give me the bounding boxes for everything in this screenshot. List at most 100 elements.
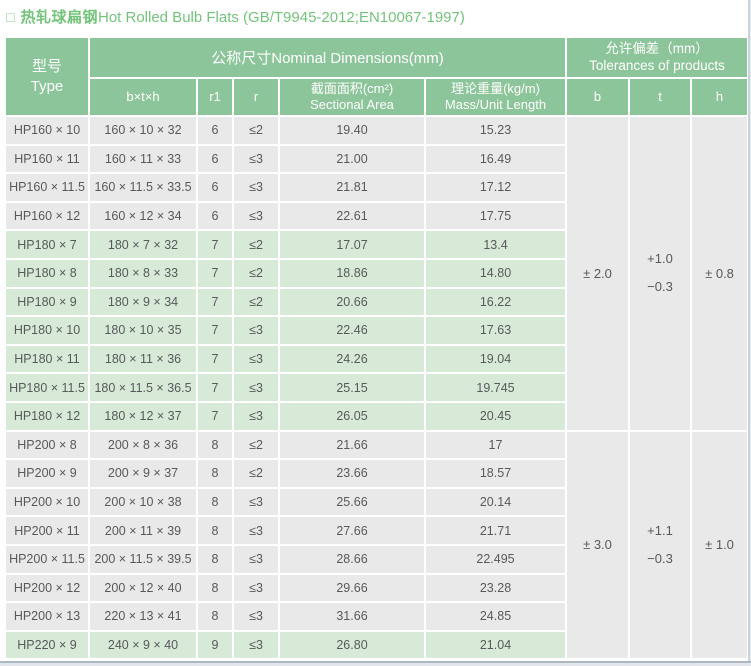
cell-type: HP160 × 11 xyxy=(4,143,90,175)
cell-bth: 200 × 8 × 36 xyxy=(88,429,198,461)
cell-bth: 200 × 10 × 38 xyxy=(88,486,198,518)
cell-type: HP200 × 8 xyxy=(4,429,90,461)
cell-area: 22.46 xyxy=(278,315,426,346)
cell-r1: 8 xyxy=(196,515,234,546)
table-row: HP200 × 10 200 × 10 × 38 8 ≤3 25.66 20.14 xyxy=(4,486,748,518)
cell-mass: 17 xyxy=(424,429,567,461)
col-header-tolerance-b: b xyxy=(565,77,630,117)
cell-area: 28.66 xyxy=(278,543,426,575)
cell-r: ≤3 xyxy=(232,343,280,375)
col-header-tolerance-t: t xyxy=(628,77,692,117)
cell-area: 31.66 xyxy=(278,601,426,632)
cell-bth: 220 × 13 × 41 xyxy=(88,601,198,632)
col-header-tolerances-en: Tolerances of products xyxy=(589,57,725,73)
cell-mass: 22.495 xyxy=(424,543,567,575)
table-row: HP180 × 11 180 × 11 × 36 7 ≤3 24.26 19.04 xyxy=(4,343,748,375)
cell-r1: 7 xyxy=(196,286,234,318)
cell-mass: 14.80 xyxy=(424,257,567,289)
table-row: HP160 × 12 160 × 12 × 34 6 ≤3 22.61 17.75 xyxy=(4,200,748,232)
cell-type: HP180 × 7 xyxy=(4,229,90,260)
page-border-right xyxy=(748,0,750,666)
table-row: HP180 × 9 180 × 9 × 34 7 ≤2 20.66 16.22 xyxy=(4,286,748,318)
cell-mass: 17.12 xyxy=(424,172,567,203)
cell-bth: 160 × 11 × 33 xyxy=(88,143,198,175)
cell-r1: 6 xyxy=(196,115,234,146)
tolerance-t-value: +1.1 −0.3 xyxy=(628,429,692,661)
cell-bth: 180 × 8 × 33 xyxy=(88,257,198,289)
cell-r: ≤3 xyxy=(232,572,280,604)
cell-r: ≤3 xyxy=(232,372,280,403)
table-row: HP160 × 10 160 × 10 × 32 6 ≤2 19.40 15.23 ± 2.… xyxy=(4,115,750,432)
col-header-sectional-area-en: Sectional Area xyxy=(310,97,394,112)
cell-bth: 240 × 9 × 40 xyxy=(88,629,198,661)
table-row: HP180 × 12 180 × 12 × 37 7 ≤3 26.05 20.45 xyxy=(4,400,748,432)
cell-r: ≤2 xyxy=(232,286,280,318)
cell-area: 26.05 xyxy=(278,400,426,432)
page-border-bottom-outer xyxy=(0,663,751,666)
cell-r: ≤3 xyxy=(232,629,280,661)
table-row: HP180 × 8 180 × 8 × 33 7 ≤2 18.86 14.80 xyxy=(4,257,748,289)
tolerance-h-value: ± 1.0 xyxy=(689,429,750,661)
cell-r1: 7 xyxy=(196,229,234,260)
cell-r1: 8 xyxy=(196,486,234,518)
page-border-bottom xyxy=(0,661,751,663)
cell-bth: 180 × 12 × 37 xyxy=(88,400,198,432)
cell-r1: 6 xyxy=(196,172,234,203)
col-header-bth: b×t×h xyxy=(88,77,198,117)
cell-r1: 8 xyxy=(196,601,234,632)
cell-area: 21.00 xyxy=(278,143,426,175)
bulb-flats-spec-table: 型号 Type 公称尺寸Nominal Dimensions(mm) 允许偏差（… xyxy=(4,36,750,661)
tolerance-t-minus: −0.3 xyxy=(647,279,673,295)
col-header-sectional-area: 截面面积(cm²) Sectional Area xyxy=(278,77,426,117)
cell-type: HP180 × 9 xyxy=(4,286,90,318)
tolerance-t-value: +1.0 −0.3 xyxy=(628,115,692,432)
cell-r: ≤2 xyxy=(232,257,280,289)
tolerance-t-plus: +1.1 xyxy=(647,522,673,538)
cell-mass: 15.23 xyxy=(424,115,567,146)
cell-area: 25.66 xyxy=(278,486,426,518)
table-row: HP200 × 11.5 200 × 11.5 × 39.5 8 ≤3 28.66 22.… xyxy=(4,543,748,575)
cell-area: 22.61 xyxy=(278,200,426,232)
cell-r1: 7 xyxy=(196,257,234,289)
cell-area: 26.80 xyxy=(278,629,426,661)
col-header-mass-cn: 理论重量(kg/m) xyxy=(451,81,540,97)
cell-mass: 23.28 xyxy=(424,572,567,604)
cell-r: ≤3 xyxy=(232,315,280,346)
cell-type: HP200 × 11 xyxy=(4,515,90,546)
cell-type: HP200 × 13 xyxy=(4,601,90,632)
cell-area: 17.07 xyxy=(278,229,426,260)
cell-type: HP180 × 11.5 xyxy=(4,372,90,403)
cell-r: ≤3 xyxy=(232,601,280,632)
cell-r: ≤3 xyxy=(232,400,280,432)
cell-mass: 19.04 xyxy=(424,343,567,375)
cell-mass: 16.49 xyxy=(424,143,567,175)
cell-r: ≤3 xyxy=(232,486,280,518)
col-header-mass-en: Mass/Unit Length xyxy=(444,97,547,112)
col-header-sectional-area-cn: 截面面积(cm²) xyxy=(310,81,394,97)
cell-r: ≤3 xyxy=(232,172,280,203)
cell-type: HP220 × 9 xyxy=(4,629,90,661)
col-header-tolerances: 允许偏差（mm） Tolerances of products xyxy=(564,36,750,79)
cell-r1: 6 xyxy=(196,200,234,232)
col-header-type: 型号 Type xyxy=(4,36,90,117)
col-header-tolerances-cn: 允许偏差（mm） xyxy=(605,40,709,56)
title-english: Hot Rolled Bulb Flats (GB/T9945-2012;EN1… xyxy=(97,9,465,26)
table-row: HP220 × 9 240 × 9 × 40 9 ≤3 26.80 21.04 xyxy=(4,629,748,661)
cell-bth: 200 × 11 × 39 xyxy=(88,515,198,546)
section-title: □ 热轧球扁钢Hot Rolled Bulb Flats (GB/T9945-20… xyxy=(6,6,465,27)
table-row: HP180 × 11.5 180 × 11.5 × 36.5 7 ≤3 25.15 19.… xyxy=(4,372,748,403)
table-row: HP160 × 11 160 × 11 × 33 6 ≤3 21.00 16.49 xyxy=(4,143,748,175)
cell-type: HP160 × 10 xyxy=(4,115,90,146)
cell-area: 29.66 xyxy=(278,572,426,604)
cell-type: HP180 × 10 xyxy=(4,315,90,346)
cell-r: ≤3 xyxy=(232,515,280,546)
cell-area: 20.66 xyxy=(278,286,426,318)
cell-r1: 8 xyxy=(196,543,234,575)
cell-type: HP180 × 11 xyxy=(4,343,90,375)
cell-mass: 17.75 xyxy=(424,200,567,232)
cell-mass: 21.71 xyxy=(424,515,567,546)
cell-bth: 180 × 10 × 35 xyxy=(88,315,198,346)
table-row: HP160 × 11.5 160 × 11.5 × 33.5 6 ≤3 21.81 17.… xyxy=(4,172,748,203)
col-header-mass: 理论重量(kg/m) Mass/Unit Length xyxy=(424,77,567,117)
